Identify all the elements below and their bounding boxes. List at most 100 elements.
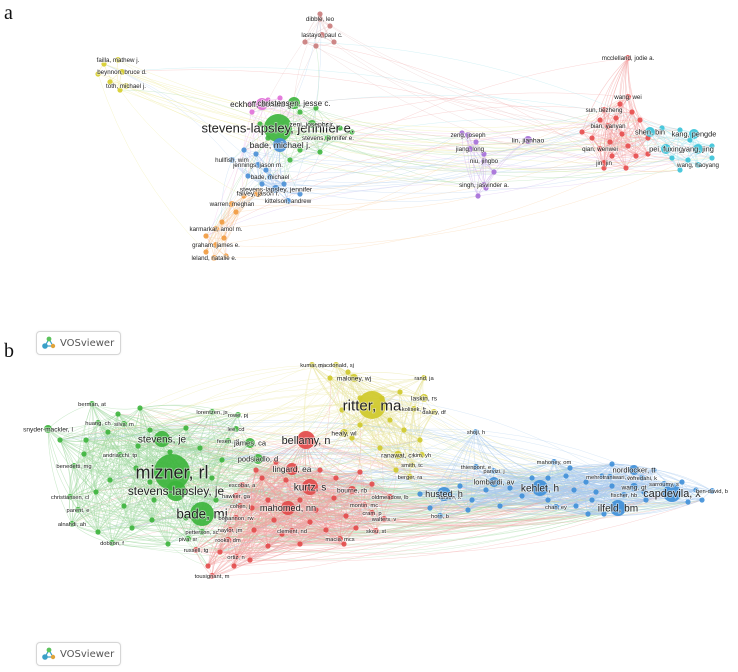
author-node[interactable] [254, 189, 262, 197]
author-node[interactable] [601, 160, 607, 166]
author-node[interactable] [397, 389, 403, 395]
author-node[interactable] [619, 131, 625, 137]
author-node[interactable] [609, 153, 615, 159]
author-node[interactable] [465, 132, 471, 138]
author-node[interactable] [467, 146, 473, 152]
author-node[interactable] [197, 445, 203, 451]
author-node[interactable] [253, 467, 259, 473]
author-node[interactable] [93, 489, 99, 495]
author-node[interactable] [121, 503, 127, 509]
author-node[interactable] [353, 525, 359, 531]
author-node[interactable] [167, 449, 173, 455]
author-node[interactable] [297, 109, 303, 115]
author-node[interactable] [308, 120, 316, 128]
author-node[interactable] [251, 527, 257, 533]
author-node[interactable] [327, 375, 333, 381]
author-node[interactable] [267, 174, 273, 180]
author-node[interactable] [213, 226, 219, 232]
author-node[interactable] [695, 162, 701, 168]
author-node[interactable] [217, 549, 223, 555]
author-node[interactable] [597, 117, 603, 123]
author-node[interactable] [137, 405, 143, 411]
author-node[interactable] [401, 427, 407, 433]
author-node[interactable] [693, 144, 703, 154]
author-node[interactable] [95, 71, 101, 77]
author-node[interactable] [281, 181, 287, 187]
author-node[interactable] [211, 255, 217, 261]
author-node[interactable] [257, 121, 263, 127]
author-node[interactable] [579, 129, 585, 135]
author-node[interactable] [617, 101, 623, 107]
author-node[interactable] [609, 483, 615, 489]
author-node[interactable] [597, 146, 603, 152]
author-node[interactable] [221, 235, 227, 241]
author-node[interactable] [205, 563, 211, 569]
author-node[interactable] [481, 182, 487, 188]
author-node[interactable] [233, 209, 239, 215]
author-node[interactable] [677, 167, 683, 173]
author-node[interactable] [219, 457, 225, 463]
author-node[interactable] [229, 201, 235, 207]
author-node[interactable] [319, 32, 325, 38]
author-node[interactable] [465, 507, 471, 513]
author-node[interactable] [369, 481, 375, 487]
author-node[interactable] [417, 437, 423, 443]
author-node[interactable] [256, 98, 268, 110]
author-node[interactable] [317, 149, 323, 155]
author-node[interactable] [223, 253, 229, 259]
author-node[interactable] [203, 249, 209, 255]
author-node[interactable] [623, 165, 629, 171]
author-node[interactable] [629, 109, 635, 115]
author-node[interactable] [287, 157, 293, 163]
author-node[interactable] [259, 475, 265, 481]
author-node[interactable] [589, 135, 595, 141]
author-node[interactable] [497, 503, 503, 509]
author-node[interactable] [107, 79, 113, 85]
author-node[interactable] [213, 497, 219, 503]
author-node[interactable] [105, 429, 111, 435]
author-node[interactable] [633, 153, 639, 159]
author-node[interactable] [687, 137, 693, 143]
author-node[interactable] [288, 97, 300, 109]
author-node[interactable] [247, 557, 253, 563]
author-node[interactable] [685, 157, 691, 163]
author-node[interactable] [457, 483, 463, 489]
author-node[interactable] [302, 39, 308, 45]
author-node[interactable] [481, 151, 487, 157]
author-node[interactable] [165, 541, 171, 547]
author-node[interactable] [573, 503, 579, 509]
author-node[interactable] [249, 505, 255, 511]
author-node[interactable] [119, 69, 125, 75]
author-node[interactable] [123, 83, 129, 89]
author-node[interactable] [605, 123, 611, 129]
author-node[interactable] [417, 491, 423, 497]
author-node[interactable] [183, 425, 189, 431]
author-node[interactable] [337, 125, 343, 131]
author-node[interactable] [101, 61, 107, 67]
author-node[interactable] [625, 143, 631, 149]
author-node[interactable] [245, 173, 251, 179]
author-node[interactable] [83, 437, 89, 443]
author-node[interactable] [709, 143, 715, 149]
author-node[interactable] [129, 525, 135, 531]
author-node[interactable] [679, 479, 685, 485]
author-node[interactable] [317, 467, 323, 473]
author-node[interactable] [151, 497, 157, 503]
author-node[interactable] [585, 511, 591, 517]
author-node[interactable] [265, 543, 271, 549]
author-node[interactable] [209, 475, 215, 481]
author-node[interactable] [297, 541, 303, 547]
author-node[interactable] [327, 23, 333, 29]
author-node[interactable] [689, 129, 699, 139]
author-node[interactable] [147, 427, 153, 433]
author-node[interactable] [265, 497, 271, 503]
author-node[interactable] [255, 162, 261, 168]
author-node[interactable] [323, 527, 329, 533]
author-node[interactable] [571, 487, 577, 493]
author-node[interactable] [263, 167, 269, 173]
author-node[interactable] [589, 497, 595, 503]
author-node[interactable] [593, 489, 599, 495]
author-node[interactable] [645, 127, 655, 137]
author-node[interactable] [427, 505, 433, 511]
author-node[interactable] [659, 125, 665, 131]
